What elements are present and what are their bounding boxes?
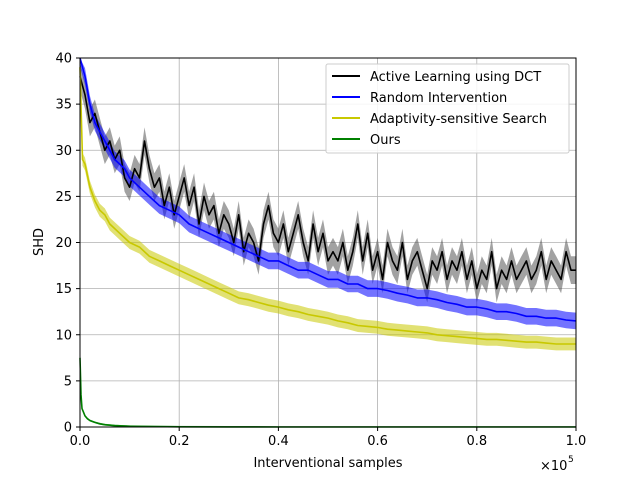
x-tick-label: 0.2	[169, 434, 190, 449]
y-tick-label: 40	[55, 52, 72, 67]
legend: Active Learning using DCT Random Interve…	[325, 63, 570, 154]
band-adaptivity-sensitive-search	[80, 60, 576, 351]
legend-label-ours: Ours	[370, 133, 401, 148]
x-axis-label: Interventional samples	[253, 456, 402, 471]
y-tick-label: 10	[55, 328, 72, 343]
y-tick-label: 20	[55, 236, 72, 251]
legend-label-active-learning: Active Learning using DCT	[370, 70, 541, 85]
y-tick-label: 35	[55, 98, 72, 113]
y-tick-label: 30	[55, 144, 72, 159]
line-adaptivity-sensitive-search	[79, 67, 576, 345]
x-tick-label: 0.6	[367, 434, 388, 449]
y-axis-label: SHD	[32, 228, 47, 256]
band-random-intervention	[80, 58, 576, 330]
legend-label-adaptivity-search: Adaptivity-sensitive Search	[370, 112, 547, 127]
x-scale-multiplier: ×10 5	[540, 455, 574, 474]
legend-label-random-intervention: Random Intervention	[370, 91, 507, 106]
x-tick-label: 0.8	[466, 434, 487, 449]
axis-ticks: 0.0 0.2 0.4 0.6 0.8 1.0 0 5 10 15 20 25 30 35 40	[55, 52, 586, 450]
line-active-learning-using-dct	[79, 76, 576, 290]
line-random-intervention	[79, 57, 577, 322]
x-scale-exponent: 5	[568, 455, 574, 465]
band-active-learning-using-dct	[80, 62, 576, 303]
x-tick-label: 0.0	[70, 434, 91, 449]
x-tick-label: 0.4	[268, 434, 289, 449]
y-tick-label: 15	[55, 282, 72, 297]
y-tick-label: 25	[55, 190, 72, 205]
x-tick-label: 1.0	[566, 434, 587, 449]
confidence-bands	[80, 58, 576, 427]
legend-box	[325, 63, 570, 154]
x-scale-base: ×10	[540, 459, 567, 474]
y-tick-label: 5	[64, 374, 72, 389]
y-tick-label: 0	[64, 421, 72, 436]
